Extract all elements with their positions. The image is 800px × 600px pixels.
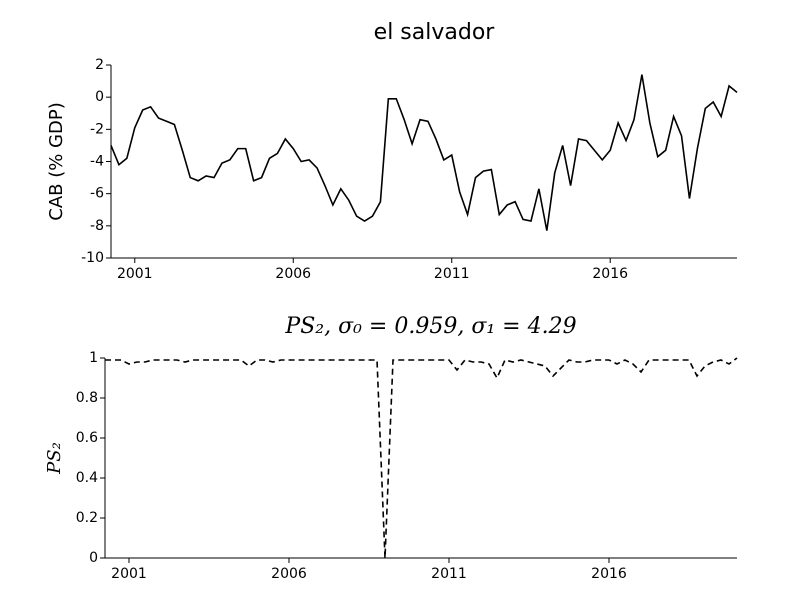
y-axis-label: PS₂ — [44, 442, 65, 475]
data-line — [110, 74, 738, 231]
x-tick-label: 2016 — [592, 266, 628, 282]
y-tick-label: -8 — [90, 218, 104, 234]
y-tick-label: 2 — [95, 57, 104, 73]
x-tick-label: 2001 — [117, 266, 153, 282]
chart-title: el salvador — [374, 20, 496, 45]
y-tick-label: -4 — [90, 154, 104, 170]
x-tick-label: 2001 — [111, 566, 147, 582]
y-tick-label: -10 — [81, 250, 104, 266]
y-tick-label: 1 — [89, 350, 98, 366]
y-tick-label: -6 — [90, 186, 104, 202]
y-axis-label: CAB (% GDP) — [46, 102, 67, 221]
x-tick-label: 2016 — [591, 566, 627, 582]
y-tick-label: 0.4 — [76, 470, 98, 486]
y-tick-label: 0 — [95, 89, 104, 105]
chart-title: PS₂, σ₀ = 0.959, σ₁ = 4.29 — [284, 314, 576, 339]
y-tick-label: 0.6 — [76, 430, 98, 446]
x-tick-label: 2011 — [434, 266, 470, 282]
x-tick-label: 2006 — [275, 266, 311, 282]
y-tick-label: -2 — [90, 121, 104, 137]
y-tick-label: 0.8 — [76, 390, 98, 406]
y-tick-label: 0.2 — [76, 510, 98, 526]
x-tick-label: 2006 — [271, 566, 307, 582]
y-tick-label: 0 — [89, 550, 98, 566]
data-line — [105, 357, 738, 559]
x-tick-label: 2011 — [431, 566, 467, 582]
